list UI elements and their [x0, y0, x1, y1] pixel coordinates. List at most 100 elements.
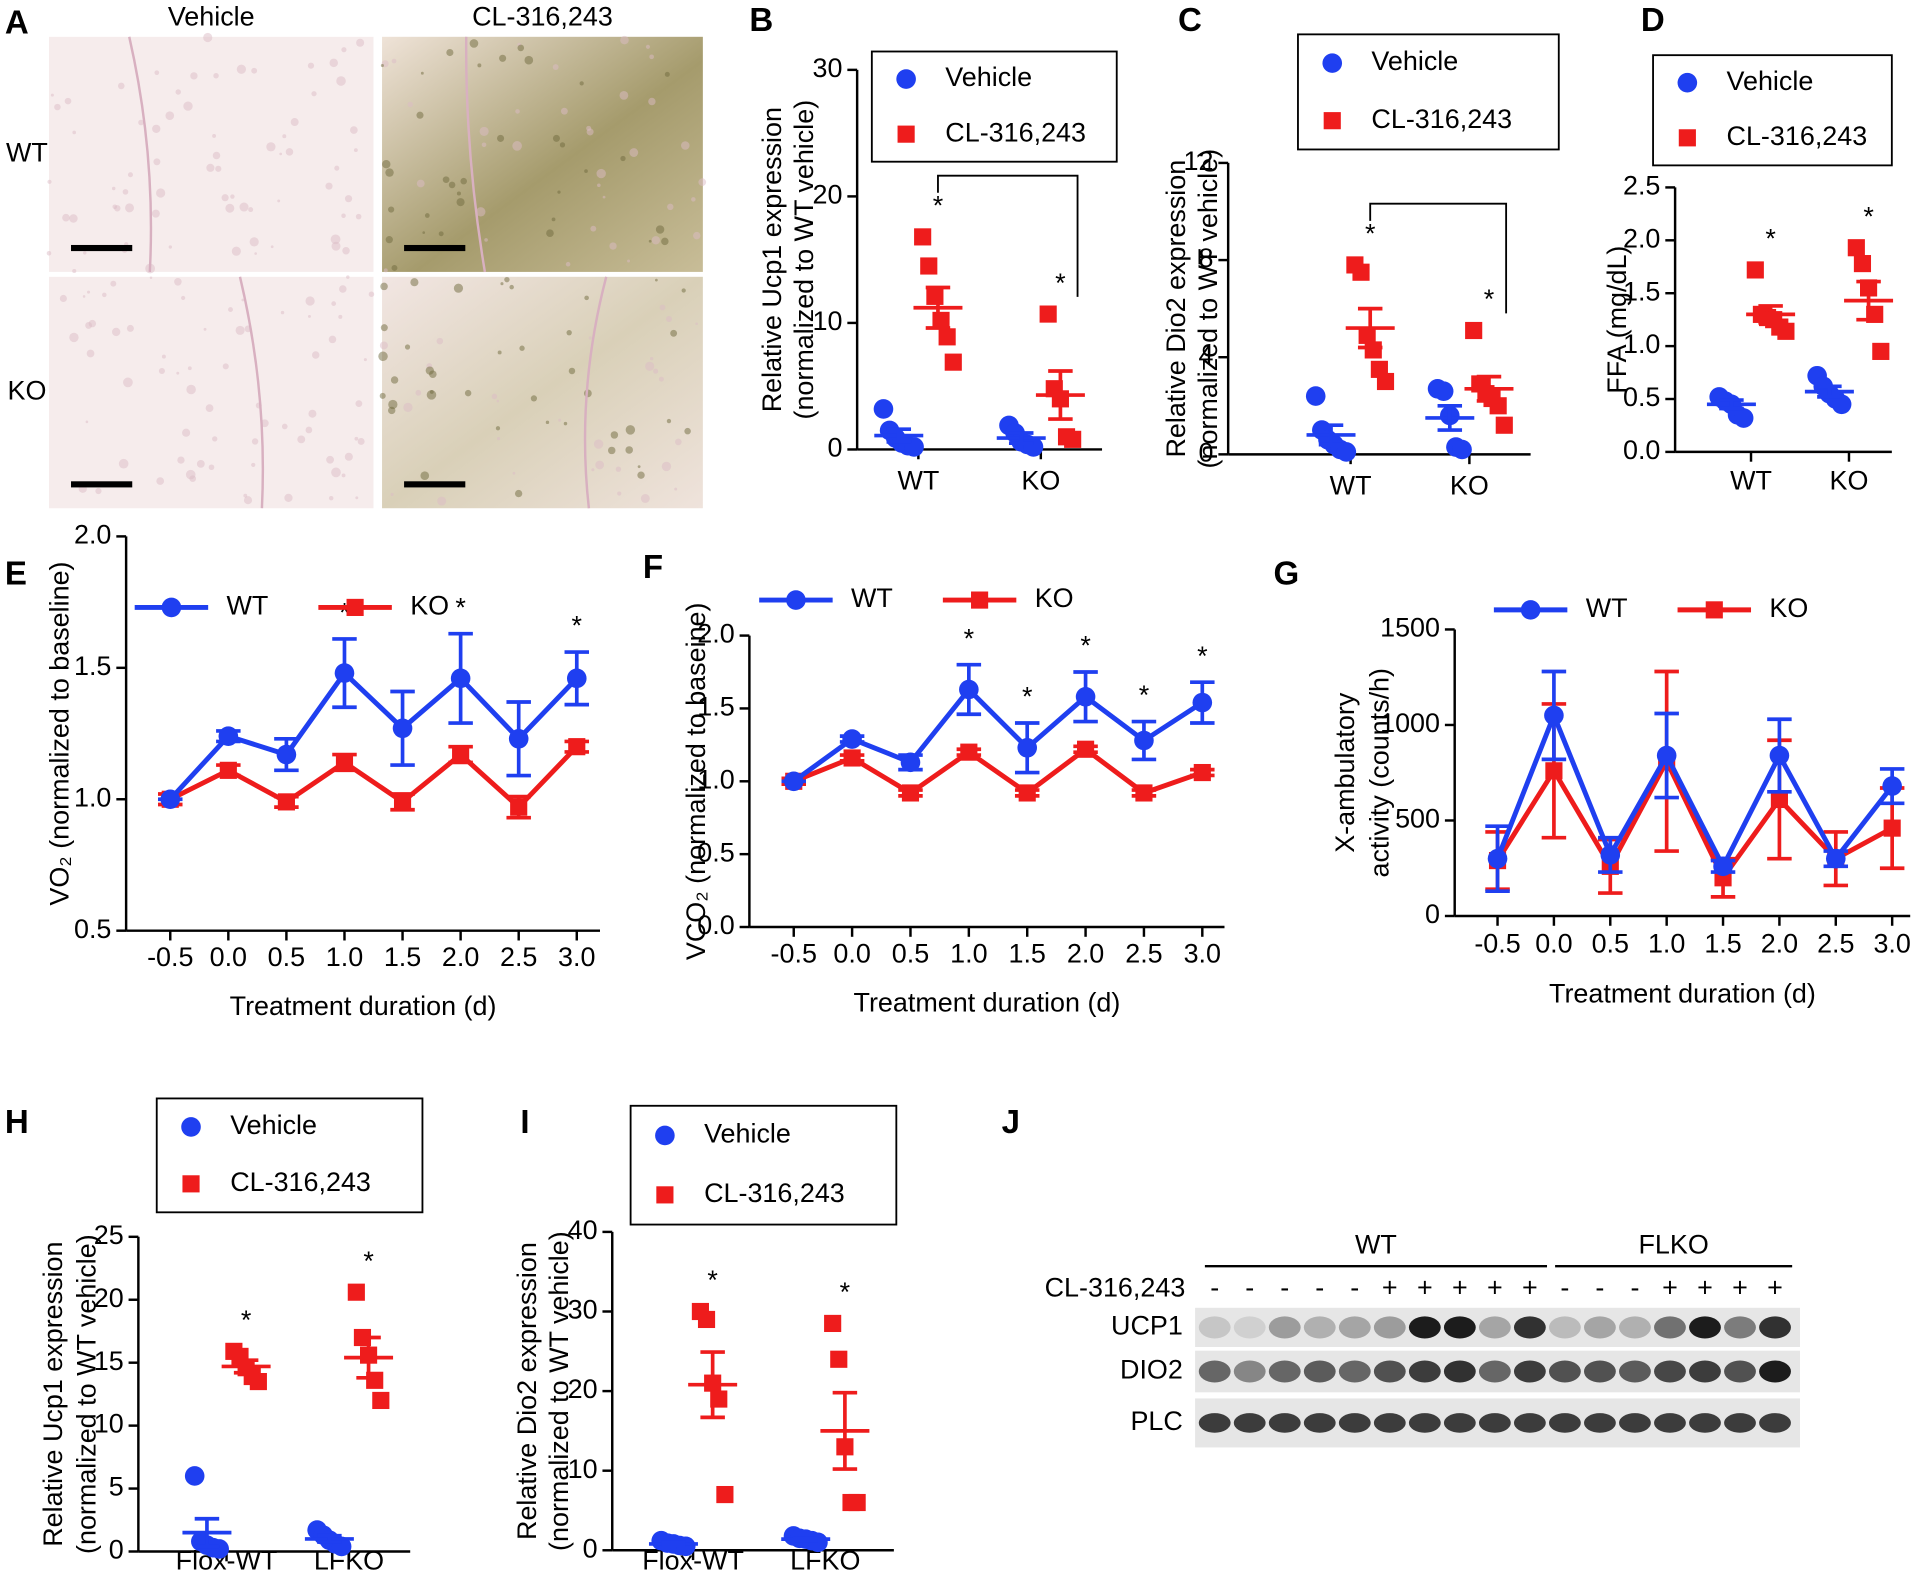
tissue-texture	[517, 44, 525, 52]
marker	[697, 1310, 716, 1329]
tissue-texture	[156, 477, 165, 485]
marker	[938, 328, 956, 346]
tissue-texture	[282, 134, 287, 139]
x-tick-label: 0.0	[1535, 928, 1572, 958]
tissue-texture	[602, 195, 606, 199]
marker	[249, 1372, 267, 1391]
significance: *	[1197, 641, 1208, 671]
blot-band	[1619, 1316, 1651, 1339]
tissue-texture	[388, 206, 395, 213]
marker	[900, 752, 921, 773]
panel-letter: F	[643, 549, 663, 586]
marker	[181, 1117, 201, 1137]
error-bar	[1357, 306, 1383, 350]
error-bar	[1048, 369, 1073, 421]
marker	[897, 125, 915, 143]
tissue-texture	[460, 177, 467, 185]
significance: *	[840, 1277, 851, 1307]
lane-sign: +	[1522, 1273, 1538, 1303]
tissue-texture	[648, 97, 656, 106]
tissue-texture	[530, 395, 538, 402]
lane-sign: +	[1417, 1273, 1433, 1303]
scale-bar	[404, 481, 466, 488]
x-tick-label: 2.0	[1067, 938, 1104, 968]
tissue-texture	[637, 471, 645, 479]
x-tick-label: WT	[897, 466, 939, 496]
marker	[1135, 784, 1153, 802]
x-tick-label: KO	[1450, 471, 1489, 501]
marker	[848, 1493, 866, 1512]
tissue-texture	[415, 389, 422, 396]
y-axis-label: Relative Dio2 expression	[512, 1242, 542, 1540]
tissue-texture	[629, 148, 639, 157]
tissue-texture	[514, 489, 523, 498]
marker	[335, 753, 354, 772]
tissue-texture	[251, 67, 258, 74]
lane-sign: -	[1210, 1273, 1219, 1303]
tissue-texture	[695, 322, 698, 326]
marker	[843, 749, 861, 767]
tissue-texture	[410, 278, 419, 287]
tissue-texture	[153, 158, 161, 166]
tissue-texture	[338, 314, 343, 319]
marker	[568, 738, 586, 756]
tissue-texture	[239, 202, 249, 212]
marker	[1364, 341, 1382, 359]
tissue-texture	[254, 252, 257, 255]
tissue-texture	[205, 404, 214, 413]
tissue-texture	[212, 436, 218, 442]
legend-label: CL-316,243	[704, 1178, 845, 1208]
tissue-texture	[355, 213, 362, 220]
error-bar	[1437, 403, 1463, 432]
blot-band	[1478, 1360, 1511, 1383]
tissue-texture	[584, 295, 589, 301]
x-tick-label: 2.0	[442, 942, 479, 972]
tissue-texture	[281, 423, 288, 430]
tissue-texture	[85, 321, 93, 329]
significance: *	[1139, 680, 1150, 710]
marker	[824, 1314, 842, 1333]
row-label: WT	[6, 137, 48, 167]
legend-label: CL-316,243	[945, 117, 1086, 147]
x-tick-label: 0.0	[833, 938, 870, 968]
x-tick-label: 0.5	[1592, 928, 1629, 958]
error-bar	[793, 1536, 818, 1543]
marker	[830, 1350, 848, 1368]
error-bar	[317, 1533, 342, 1544]
tissue-texture	[597, 183, 601, 188]
marker	[209, 1539, 229, 1559]
tissue-texture	[619, 90, 629, 100]
significance: *	[339, 598, 350, 628]
tissue-texture	[152, 124, 161, 133]
y-axis-label: (normalized to WT vehicle)	[789, 100, 819, 420]
blot-band	[1548, 1316, 1581, 1339]
blot-band	[1443, 1360, 1476, 1383]
y-tick-label: 1000	[1380, 708, 1440, 738]
marker	[1495, 416, 1513, 434]
tissue-texture	[344, 195, 353, 203]
tissue-texture	[684, 427, 691, 435]
tissue-texture	[328, 335, 337, 344]
tissue-texture	[653, 368, 659, 374]
marker	[1520, 600, 1541, 620]
y-tick-label: 1.0	[74, 782, 111, 812]
tissue-texture	[388, 399, 398, 410]
tissue-texture	[334, 165, 340, 171]
marker	[1545, 762, 1563, 780]
tissue-texture	[110, 280, 117, 287]
tissue-texture	[446, 48, 454, 57]
y-axis-label: Relative Ucp1 expression	[38, 1242, 68, 1547]
x-tick-label: 1.5	[384, 942, 421, 972]
tissue-texture	[422, 231, 426, 234]
marker	[508, 729, 529, 749]
tissue-texture	[378, 351, 388, 362]
y-tick-label: 8	[1198, 243, 1213, 273]
treatment-label: CL-316,243	[1045, 1273, 1186, 1303]
blot-band	[1689, 1413, 1721, 1433]
blot-band	[1233, 1316, 1266, 1339]
tissue-texture	[161, 354, 166, 359]
tissue-texture	[497, 134, 505, 142]
legend-label: KO	[410, 591, 449, 621]
tissue-texture	[586, 128, 594, 136]
tissue-texture	[385, 236, 393, 244]
